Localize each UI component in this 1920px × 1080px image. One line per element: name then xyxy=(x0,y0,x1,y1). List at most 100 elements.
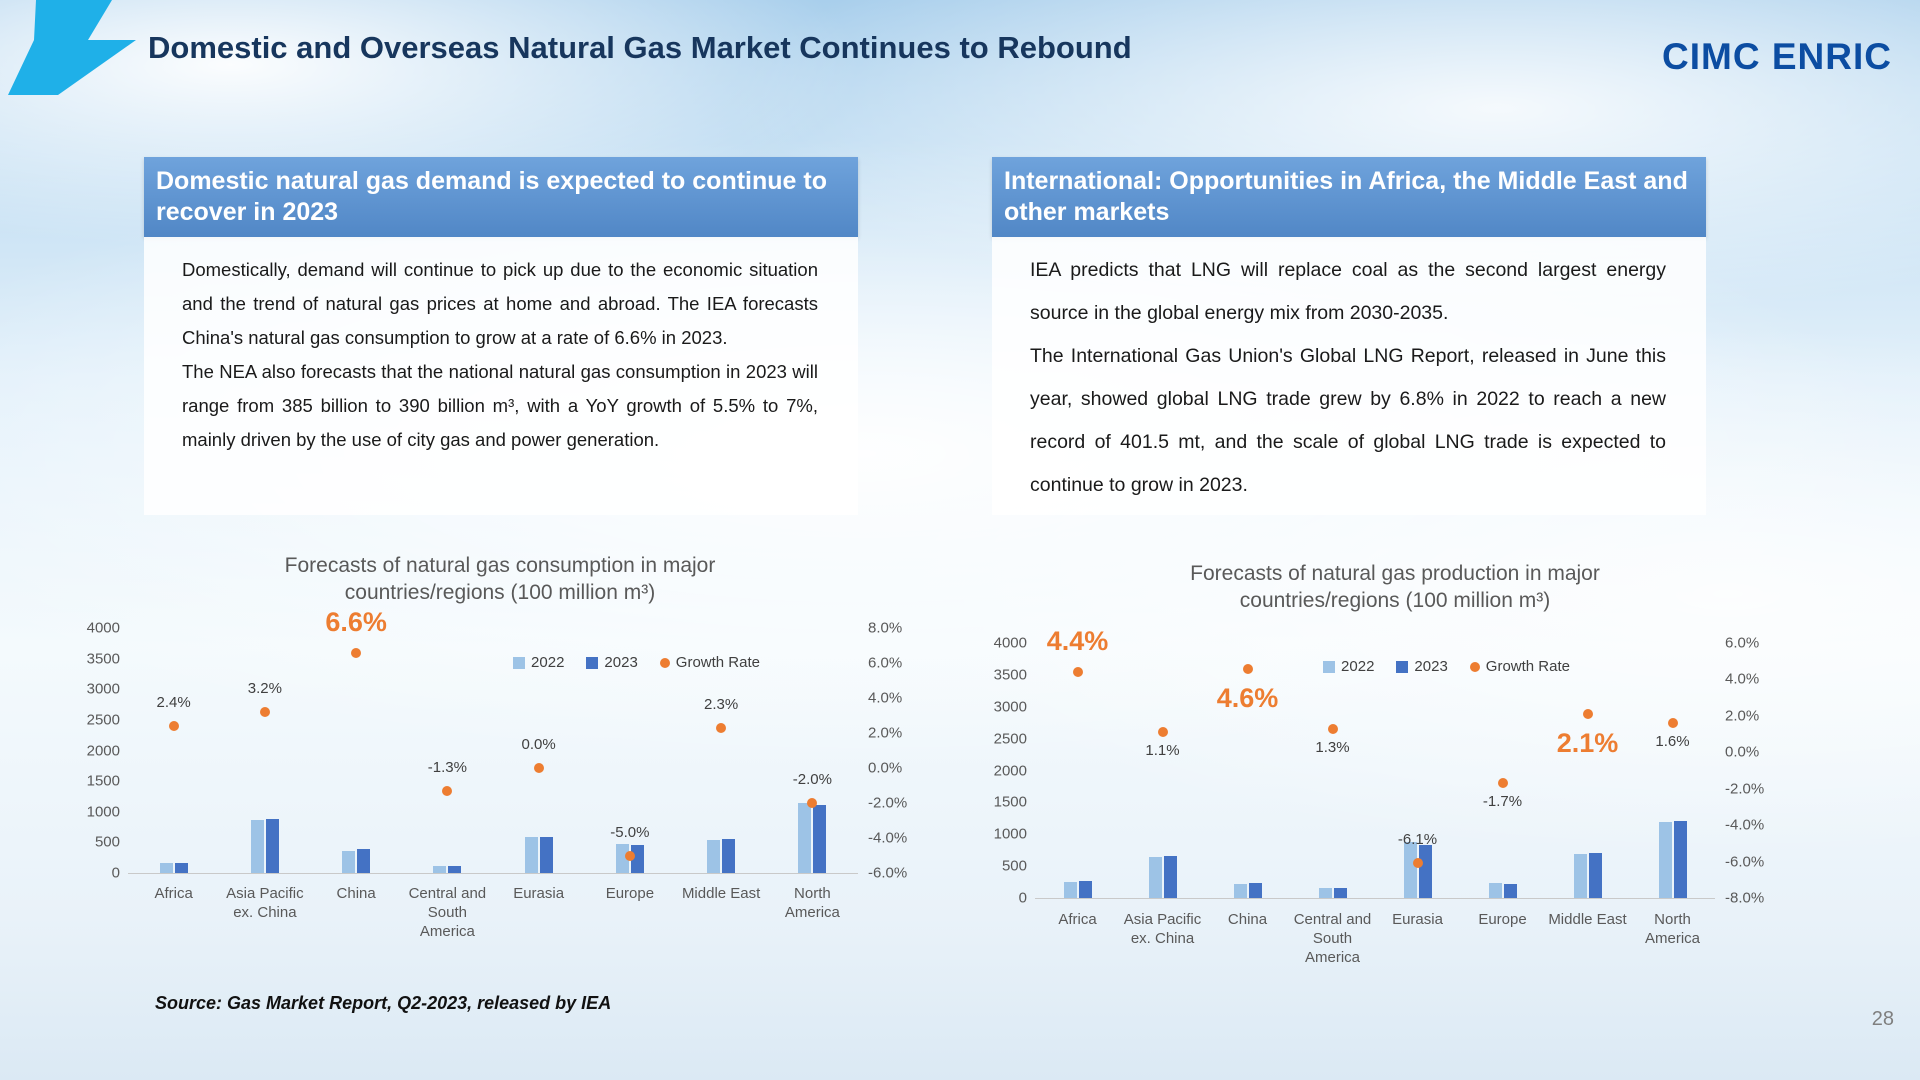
legend-item-2022: 2022 xyxy=(513,654,564,671)
category-axis: Africa Asia Pacific ex. China China Central… xyxy=(1035,910,1715,990)
bar-2023-3 xyxy=(1333,888,1347,898)
bar-2022-3 xyxy=(433,865,447,873)
growth-axis-tick: 0.0% xyxy=(1725,743,1760,761)
category-label-4: Eurasia xyxy=(1392,911,1443,928)
legend-label: 2022 xyxy=(1341,658,1375,675)
growth-label-0: 4.4% xyxy=(1046,626,1109,657)
bar-2023-2 xyxy=(357,849,371,873)
legend-item-2023: 2023 xyxy=(586,654,638,671)
growth-axis-tick: 8.0% xyxy=(868,619,903,637)
growth-label-3: -1.3% xyxy=(427,758,467,776)
growth-dot-2 xyxy=(351,647,362,658)
growth-dot-3 xyxy=(442,785,453,796)
growth-label-1: 3.2% xyxy=(247,679,282,697)
category-axis: Africa Asia Pacific ex. China China Central… xyxy=(128,884,858,964)
plot-area: 4.4% 1.1% 4.6% 1.3% -6.1% -1.7% 2.1% 1.6% xyxy=(1035,626,1715,899)
growth-label-4: -6.1% xyxy=(1397,831,1438,849)
growth-dot-3 xyxy=(1327,723,1338,734)
growth-label-5: -5.0% xyxy=(610,823,650,841)
legend-label: Growth Rate xyxy=(675,654,760,671)
value-axis-tick: 3000 xyxy=(993,698,1027,716)
growth-dot-7 xyxy=(1667,718,1678,729)
bar-2022-6 xyxy=(707,839,721,873)
legend-swatch-growth-dot xyxy=(1469,661,1480,672)
international-panel: International: Opportunities in Africa, … xyxy=(992,157,1706,515)
growth-dot-7 xyxy=(807,798,818,808)
bar-2023-1 xyxy=(1163,856,1177,898)
category-label-3: Central and South America xyxy=(1293,911,1372,966)
value-axis-tick: 3500 xyxy=(86,650,120,668)
growth-axis-tick: 2.0% xyxy=(868,724,903,742)
value-axis-tick: 4000 xyxy=(86,619,120,637)
growth-axis: 8.0% 6.0% 4.0% 2.0% 0.0% -2.0% -4.0% -6.0% xyxy=(864,620,914,882)
growth-axis-tick: -4.0% xyxy=(868,829,908,847)
value-axis-tick: 1000 xyxy=(993,825,1027,843)
bar-2023-7 xyxy=(1673,821,1687,898)
growth-dot-1 xyxy=(1157,727,1168,738)
bar-2023-4 xyxy=(1418,845,1432,898)
consumption-chart-legend: 2022 2023 Growth Rate xyxy=(513,654,760,671)
growth-dot-6 xyxy=(716,722,727,733)
bar-2022-2 xyxy=(342,850,356,873)
legend-item-growth-rate: Growth Rate xyxy=(659,654,760,671)
flag-icon xyxy=(8,0,136,95)
growth-label-6: 2.3% xyxy=(704,695,739,713)
growth-dot-6 xyxy=(1582,709,1593,720)
bar-2022-6 xyxy=(1573,854,1587,898)
bar-2022-1 xyxy=(1148,856,1162,898)
page-number: 28 xyxy=(1871,1008,1894,1030)
category-label-0: Africa xyxy=(154,885,193,902)
growth-axis-tick: 2.0% xyxy=(1725,707,1760,725)
growth-label-1: 1.1% xyxy=(1145,742,1180,760)
growth-dot-5 xyxy=(1497,778,1508,789)
growth-label-6: 2.1% xyxy=(1556,728,1619,759)
source-note: Source: Gas Market Report, Q2-2023, rele… xyxy=(155,993,612,1013)
international-paragraph-1: IEA predicts that LNG will replace coal … xyxy=(1030,259,1666,324)
bar-2022-5 xyxy=(1488,883,1502,898)
international-panel-header: International: Opportunities in Africa, … xyxy=(992,157,1706,237)
bar-2023-0 xyxy=(174,862,188,873)
value-axis-tick: 1500 xyxy=(86,772,120,790)
value-axis-tick: 4000 xyxy=(993,634,1027,652)
plot-area: 2.4% 3.2% 6.6% -1.3% 0.0% -5.0% 2.3% -2.0% xyxy=(128,607,858,874)
bar-2023-2 xyxy=(1248,883,1262,898)
growth-axis-tick: 6.0% xyxy=(868,654,903,672)
growth-label-5: -1.7% xyxy=(1482,793,1523,811)
value-axis-tick: 500 xyxy=(1001,857,1027,875)
growth-axis-tick: -2.0% xyxy=(868,794,908,812)
domestic-paragraph-2: The NEA also forecasts that the national… xyxy=(182,361,818,450)
bar-2023-4 xyxy=(539,837,553,873)
legend-swatch-2023 xyxy=(1396,660,1409,673)
growth-axis-tick: -4.0% xyxy=(1725,816,1765,834)
category-label-6: Middle East xyxy=(681,885,761,902)
growth-dot-1 xyxy=(259,707,270,717)
bar-2023-3 xyxy=(448,865,462,873)
legend-label: 2023 xyxy=(1414,658,1448,675)
legend-label: 2023 xyxy=(604,654,638,671)
growth-axis-tick: 4.0% xyxy=(868,689,903,707)
domestic-panel-header: Domestic natural gas demand is expected … xyxy=(144,157,858,237)
value-axis-tick: 1000 xyxy=(86,803,120,821)
growth-dot-4 xyxy=(533,763,544,773)
bar-2023-7 xyxy=(813,804,827,873)
slide-title: Domestic and Overseas Natural Gas Market… xyxy=(148,30,1132,65)
legend-item-2023: 2023 xyxy=(1396,658,1448,675)
growth-dot-0 xyxy=(168,721,179,731)
consumption-chart-title: Forecasts of natural gas consumption in … xyxy=(284,554,716,604)
value-axis-tick: 0 xyxy=(111,864,120,882)
international-paragraph-2: The International Gas Union's Global LNG… xyxy=(1030,345,1666,496)
category-label-1: Asia Pacific ex. China xyxy=(1123,911,1202,947)
bar-2022-7 xyxy=(1658,822,1672,898)
cimc-enric-logo: CIMC ENRIC xyxy=(1662,36,1892,77)
legend-swatch-2022 xyxy=(513,656,526,669)
production-chart-title: Forecasts of natural gas production in m… xyxy=(1190,562,1600,612)
legend-label: Growth Rate xyxy=(1485,658,1570,675)
legend-item-growth-rate: Growth Rate xyxy=(1469,658,1570,675)
growth-axis-tick: 6.0% xyxy=(1725,634,1760,652)
value-axis-tick: 1500 xyxy=(993,793,1027,811)
cimc-logo-mark xyxy=(8,0,136,100)
category-label-5: Europe xyxy=(1478,911,1527,928)
category-label-4: Eurasia xyxy=(513,885,565,902)
bar-2022-4 xyxy=(524,837,538,873)
